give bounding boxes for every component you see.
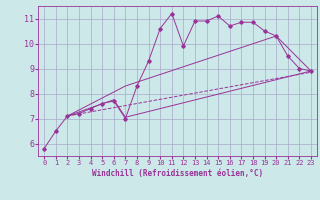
X-axis label: Windchill (Refroidissement éolien,°C): Windchill (Refroidissement éolien,°C) bbox=[92, 169, 263, 178]
